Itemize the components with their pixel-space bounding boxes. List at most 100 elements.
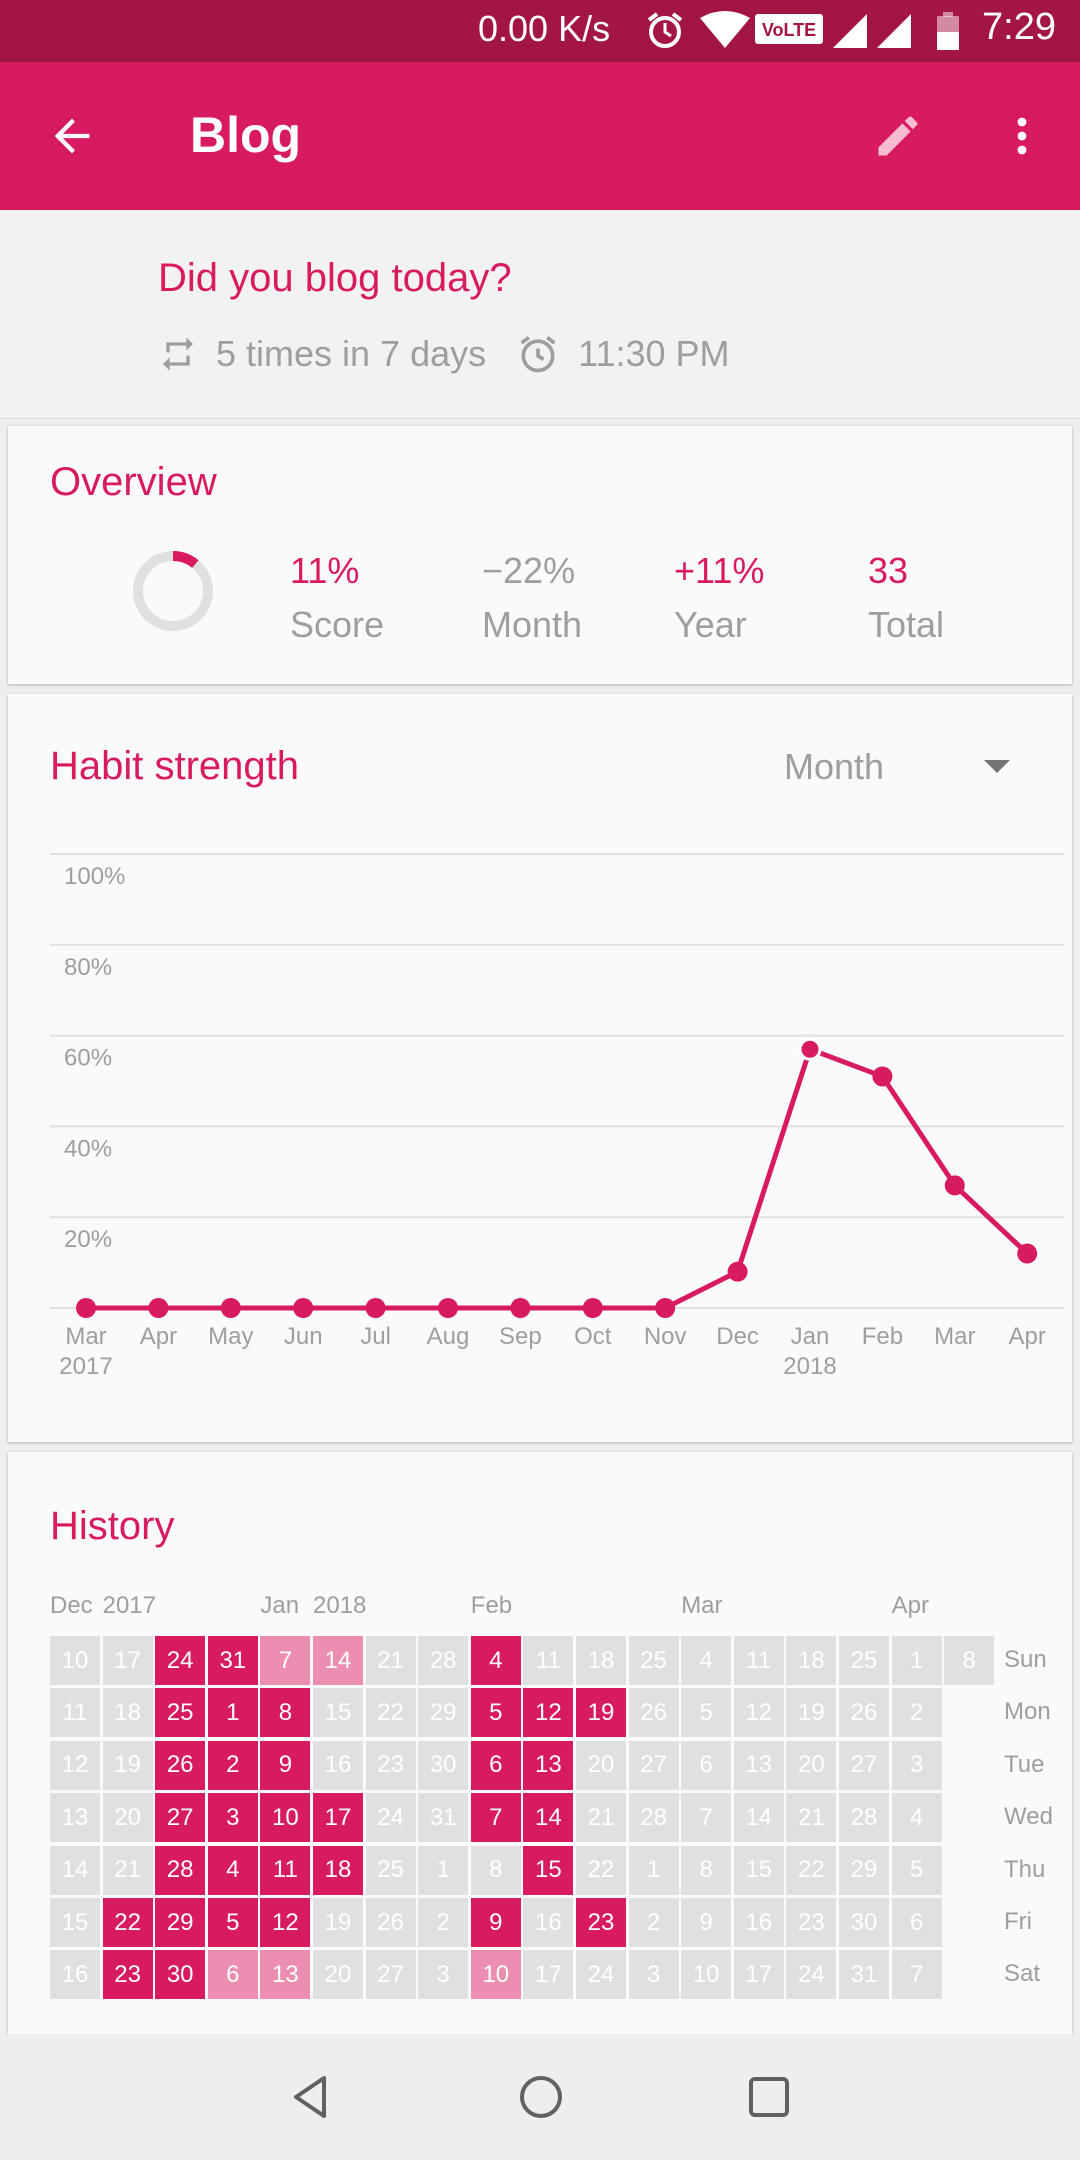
history-day-cell[interactable]: 25 (839, 1636, 889, 1685)
history-day-cell[interactable]: 8 (470, 1845, 521, 1895)
history-day-cell[interactable]: 8 (944, 1636, 995, 1685)
recents-icon[interactable] (744, 2072, 794, 2122)
history-day-cell[interactable]: 12 (50, 1740, 100, 1790)
history-day-cell[interactable]: 19 (786, 1688, 837, 1738)
history-day-cell[interactable]: 6 (681, 1740, 732, 1790)
history-day-cell[interactable]: 28 (155, 1845, 206, 1895)
history-day-cell[interactable]: 27 (155, 1793, 206, 1843)
history-day-cell[interactable]: 16 (523, 1898, 574, 1947)
history-day-cell[interactable]: 8 (260, 1688, 311, 1738)
history-day-cell[interactable]: 18 (313, 1845, 363, 1895)
history-day-cell[interactable]: 30 (839, 1898, 889, 1947)
back-arrow-icon[interactable] (46, 110, 98, 162)
history-day-cell[interactable]: 26 (628, 1688, 679, 1738)
history-day-cell[interactable]: 15 (733, 1845, 784, 1895)
history-day-cell[interactable]: 27 (628, 1740, 679, 1790)
history-day-cell[interactable]: 13 (733, 1740, 784, 1790)
history-day-cell[interactable]: 14 (50, 1845, 100, 1895)
history-day-cell[interactable]: 16 (733, 1898, 784, 1947)
history-day-cell[interactable]: 2 (207, 1740, 258, 1790)
history-day-cell[interactable]: 16 (50, 1950, 100, 2000)
back-icon[interactable] (286, 2072, 336, 2122)
history-day-cell[interactable]: 19 (102, 1740, 153, 1790)
history-day-cell[interactable]: 28 (628, 1793, 679, 1843)
history-day-cell[interactable]: 24 (155, 1636, 206, 1685)
dropdown-arrow-icon[interactable] (984, 760, 1010, 773)
history-day-cell[interactable]: 7 (891, 1950, 942, 2000)
history-day-cell[interactable]: 5 (681, 1688, 732, 1738)
history-day-cell[interactable]: 9 (470, 1898, 521, 1947)
history-day-cell[interactable]: 15 (523, 1845, 574, 1895)
history-day-cell[interactable]: 17 (313, 1793, 363, 1843)
history-day-cell[interactable]: 6 (207, 1950, 258, 2000)
history-day-cell[interactable]: 23 (786, 1898, 837, 1947)
history-day-cell[interactable]: 6 (470, 1740, 521, 1790)
history-day-cell[interactable]: 31 (418, 1793, 469, 1843)
history-day-cell[interactable]: 22 (102, 1898, 153, 1947)
history-day-cell[interactable]: 13 (50, 1793, 100, 1843)
history-day-cell[interactable]: 8 (681, 1845, 732, 1895)
history-day-cell[interactable]: 9 (260, 1740, 311, 1790)
history-day-cell[interactable]: 29 (418, 1688, 469, 1738)
history-day-cell[interactable]: 27 (839, 1740, 889, 1790)
history-day-cell[interactable]: 17 (523, 1950, 574, 2000)
history-day-cell[interactable]: 12 (523, 1688, 574, 1738)
history-day-cell[interactable]: 2 (891, 1688, 942, 1738)
history-day-cell[interactable]: 10 (260, 1793, 311, 1843)
history-day-cell[interactable]: 11 (50, 1688, 100, 1738)
history-day-cell[interactable]: 4 (681, 1636, 732, 1685)
history-day-cell[interactable]: 19 (313, 1898, 363, 1947)
history-day-cell[interactable]: 22 (365, 1688, 416, 1738)
history-day-cell[interactable]: 1 (891, 1636, 942, 1685)
history-day-cell[interactable]: 22 (786, 1845, 837, 1895)
history-day-cell[interactable]: 11 (260, 1845, 311, 1895)
history-day-cell[interactable]: 13 (523, 1740, 574, 1790)
history-day-cell[interactable]: 10 (681, 1950, 732, 2000)
history-day-cell[interactable]: 23 (365, 1740, 416, 1790)
history-day-cell[interactable]: 13 (260, 1950, 311, 2000)
history-day-cell[interactable]: 21 (365, 1636, 416, 1685)
history-day-cell[interactable]: 26 (155, 1740, 206, 1790)
history-day-cell[interactable]: 31 (207, 1636, 258, 1685)
history-day-cell[interactable]: 3 (891, 1740, 942, 1790)
edit-pencil-icon[interactable] (872, 110, 924, 162)
history-day-cell[interactable]: 24 (576, 1950, 626, 2000)
history-day-cell[interactable]: 26 (839, 1688, 889, 1738)
history-day-cell[interactable]: 30 (155, 1950, 206, 2000)
history-day-cell[interactable]: 20 (102, 1793, 153, 1843)
history-day-cell[interactable]: 25 (155, 1688, 206, 1738)
history-day-cell[interactable]: 31 (839, 1950, 889, 2000)
history-day-cell[interactable]: 18 (786, 1636, 837, 1685)
history-day-cell[interactable]: 16 (313, 1740, 363, 1790)
history-day-cell[interactable]: 5 (207, 1898, 258, 1947)
history-day-cell[interactable]: 21 (786, 1793, 837, 1843)
history-day-cell[interactable]: 28 (839, 1793, 889, 1843)
history-day-cell[interactable]: 17 (733, 1950, 784, 2000)
history-day-cell[interactable]: 23 (576, 1898, 626, 1947)
history-day-cell[interactable]: 20 (786, 1740, 837, 1790)
history-day-cell[interactable]: 14 (313, 1636, 363, 1685)
history-day-cell[interactable]: 18 (102, 1688, 153, 1738)
history-day-cell[interactable]: 17 (102, 1636, 153, 1685)
history-day-cell[interactable]: 7 (681, 1793, 732, 1843)
history-day-cell[interactable]: 18 (576, 1636, 626, 1685)
history-day-cell[interactable]: 30 (418, 1740, 469, 1790)
history-day-cell[interactable]: 5 (891, 1845, 942, 1895)
history-day-cell[interactable]: 4 (470, 1636, 521, 1685)
home-icon[interactable] (516, 2072, 566, 2122)
history-day-cell[interactable]: 21 (102, 1845, 153, 1895)
history-day-cell[interactable]: 4 (207, 1845, 258, 1895)
history-day-cell[interactable]: 25 (628, 1636, 679, 1685)
history-day-cell[interactable]: 12 (260, 1898, 311, 1947)
history-day-cell[interactable]: 6 (891, 1898, 942, 1947)
history-day-cell[interactable]: 24 (365, 1793, 416, 1843)
history-day-cell[interactable]: 1 (418, 1845, 469, 1895)
history-day-cell[interactable]: 25 (365, 1845, 416, 1895)
history-day-cell[interactable]: 28 (418, 1636, 469, 1685)
history-day-cell[interactable]: 9 (681, 1898, 732, 1947)
history-day-cell[interactable]: 23 (102, 1950, 153, 2000)
history-day-cell[interactable]: 20 (313, 1950, 363, 2000)
period-dropdown[interactable]: Month (784, 746, 885, 787)
history-day-cell[interactable]: 21 (576, 1793, 626, 1843)
history-day-cell[interactable]: 3 (418, 1950, 469, 2000)
